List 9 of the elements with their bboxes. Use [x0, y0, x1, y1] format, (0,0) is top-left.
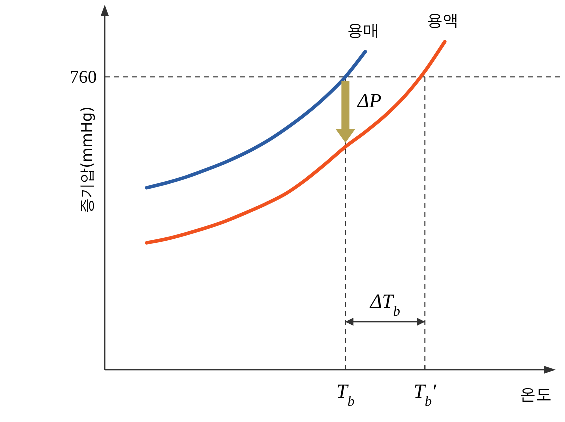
series-label: 용매 [348, 20, 380, 40]
annotation: ΔT$_{b}$ [369, 291, 400, 320]
x-tick-label: T$_{b}$′ [414, 381, 438, 410]
annotation: ΔP [356, 90, 382, 113]
x-axis-title: 온도 [520, 385, 552, 404]
x-tick-label: T$_{b}$ [336, 381, 355, 410]
y-axis-title: 증기압(mmHg) [78, 106, 96, 214]
series-label: 용액 [427, 11, 459, 30]
text: 760 [70, 67, 97, 88]
